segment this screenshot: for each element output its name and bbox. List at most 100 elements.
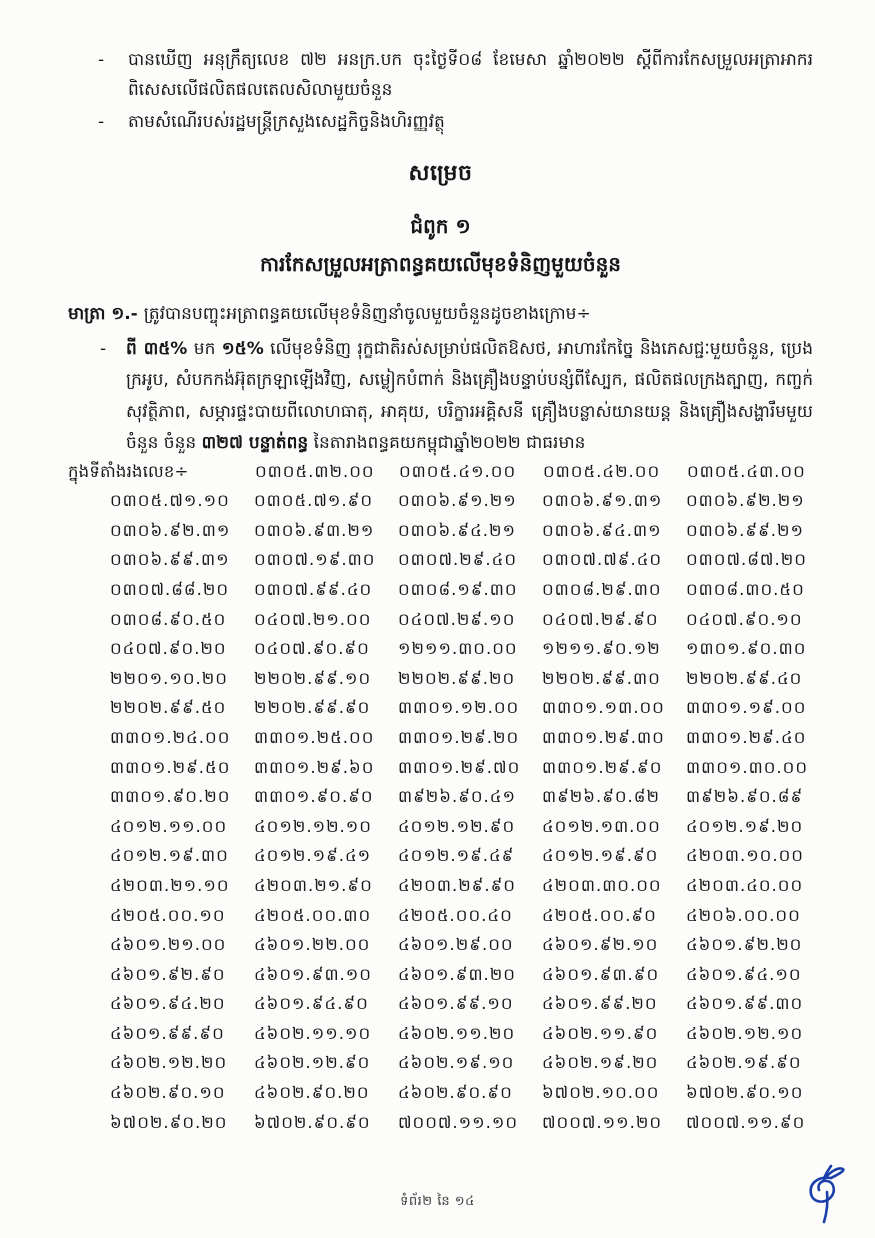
rate-from: ពី ៣៥%	[126, 338, 188, 359]
tariff-row: ០៣០៦.៩៩.៣១ ០៣០៧.១៩.៣០ ០៣០៧.២៩.៤០ ០៣០៧.៧៩.៤០…	[68, 550, 813, 580]
rate-to: ១៥%	[221, 338, 264, 359]
tariff-row: ៤៦០១.៩៩.៩០ ៤៦០២.១១.១០ ៤៦០២.១១.២០ ៤៦០២.១១.៩០…	[68, 1024, 813, 1054]
tariff-row: ២២០១.១០.២០ ២២០២.៩៩.១០ ២២០២.៩៩.២០ ២២០២.៩៩.៣០…	[68, 669, 813, 699]
tariff-code: ៦៧០២.១០.០០	[542, 1083, 660, 1103]
tariff-code: ៤៦០២.១២.២០	[110, 1053, 228, 1073]
tariff-code: ៤៦០១.២៩.០០	[398, 935, 514, 955]
rate-mid: មក	[187, 338, 222, 359]
tariff-code: ០៤០៧.៩០.២០	[110, 639, 227, 659]
goods-list: លើមុខទំនិញ រុក្ខជាតិរស់សម្រាប់ផលិតឱសថ, អ…	[126, 338, 814, 454]
tariff-code: ០៣០៨.៩០.៥០	[110, 609, 227, 629]
tariff-code: ២២០២.៩៩.៤០	[686, 668, 803, 688]
tariff-row: ៤៦០២.៩០.១០ ៤៦០២.៩០.២០ ៤៦០២.៩០.៩០ ៦៧០២.១០.០០…	[68, 1083, 813, 1113]
tariff-code: ២២០២.៩៩.៣០	[542, 668, 661, 688]
tariff-code: ៣៣០១.៣០.០០	[686, 757, 809, 777]
tariff-code: ៣៣០១.២៩.២០	[398, 727, 520, 747]
tariff-code: ០៣០៨.៣០.៥០	[686, 579, 805, 599]
tariff-row: ៦៧០២.៩០.២០ ៦៧០២.៩០.៩០ ៧០០៧.១១.១០ ៧០០៧.១១.២០…	[68, 1113, 813, 1143]
tariff-code: ០៣០៦.៩៤.២១	[398, 520, 516, 540]
tariff-row: ៣៣០១.២៤.០០ ៣៣០១.២៥.០០ ៣៣០១.២៩.២០ ៣៣០១.២៩.៣០…	[68, 728, 813, 758]
tariff-row: ៣៣០១.២៩.៥០ ៣៣០១.២៩.៦០ ៣៣០១.២៩.៧០ ៣៣០១.២៩.៩០…	[68, 758, 813, 788]
page-content: - បានឃើញ អនុក្រឹត្យលេខ ៧២ អនក្រ.បក ចុះថ្…	[68, 50, 813, 1143]
tariff-code: ៤៦០១.៩៤.៩០	[254, 994, 369, 1014]
tariff-code: ០៣០៨.១៩.៣០	[398, 579, 518, 599]
tariff-row: ០៣០៥.៧១.១០ ០៣០៥.៧១.៩០ ០៣០៦.៩១.២១ ០៣០៦.៩១.៣១…	[68, 491, 813, 521]
tariff-code: ៣៣០១.៩០.៩០	[254, 787, 374, 807]
tariff-code: ៣៣០១.១២.០០	[398, 698, 520, 718]
tariff-code: ២២០២.៩៩.៥០	[110, 698, 227, 718]
tariff-row: ៤៦០១.៩៤.២០ ៤៦០១.៩៤.៩០ ៤៦០១.៩៩.១០ ៤៦០១.៩៩.២០…	[68, 994, 813, 1024]
preamble-item: - តាមសំណើរបស់រដ្ឋមន្ត្រីក្រសួងសេដ្ឋកិច្ច…	[98, 108, 813, 138]
tariff-code: ៣៣០១.១៣.០០	[542, 698, 665, 718]
tariff-code: ៤៦០១.៩៩.៣០	[686, 994, 804, 1014]
tariff-row: ៤២០៥.០០.១០ ៤២០៥.០០.៣០ ៤២០៥.០០.៤០ ៤២០៥.០០.៩០…	[68, 906, 813, 936]
preamble-text: តាមសំណើរបស់រដ្ឋមន្ត្រីក្រសួងសេដ្ឋកិច្ចនិ…	[128, 111, 445, 132]
tariff-schedule-ref: នៃតារាងពន្ធគយកម្ពុជាឆ្នាំ២០២២ ជាធរមាន	[308, 433, 586, 454]
article-bullet: - ពី ៣៥% មក ១៥% លើមុខទំនិញ រុក្ខជាតិរស់ស…	[68, 334, 813, 460]
tariff-code: ០៣០៦.៩៩.៣១	[110, 550, 230, 570]
bullet-dash: -	[98, 50, 105, 70]
tariff-code: ៤២០៣.២១.៩០	[254, 875, 373, 895]
tariff-row: ៤០១២.១៩.៣០ ៤០១២.១៩.៤១ ៤០១២.១៩.៤៩ ៤០១២.១៩.៩០…	[68, 846, 813, 876]
tariff-code: ៤០១២.១២.១០	[254, 816, 372, 836]
tariff-code: ៤៦០២.៩០.៩០	[398, 1083, 513, 1103]
tariff-code: ០៣០៦.៩៩.២១	[686, 520, 804, 540]
tariff-row: ៣៣០១.៩០.២០ ៣៣០១.៩០.៩០ ៣៩២៦.៩០.៤១ ៣៩២៦.៩០.៨២…	[68, 787, 813, 817]
tariff-code: ៤២០៣.១០.០០	[686, 846, 804, 866]
tariff-code: ៤២០៦.០០.០០	[686, 905, 801, 925]
tariff-code: ០៣០៧.៨៧.២០	[686, 550, 807, 570]
bullet-dash: -	[98, 111, 105, 132]
tariff-code: ០៣០៧.៩៩.៤០	[254, 579, 373, 599]
tariff-code: ៤០១២.១៣.០០	[542, 816, 661, 836]
tariff-row: ០៣០៧.៨៨.២០ ០៣០៧.៩៩.៤០ ០៣០៨.១៩.៣០ ០៣០៨.២៩.៣០…	[68, 580, 813, 610]
tariff-code: ៤៦០១.៩៤.២០	[110, 994, 226, 1014]
tariff-row: ៤៦០១.២១.០០ ៤៦០១.២២.០០ ៤៦០១.២៩.០០ ៤៦០១.៩២.១០…	[68, 935, 813, 965]
tariff-code: ៤២០៥.០០.១០	[110, 905, 226, 925]
tariff-code: ០៤០៧.២១.០០	[254, 609, 372, 629]
tariff-code: ៤៦០២.១១.២០	[398, 1023, 516, 1043]
tariff-code: ០៤០៧.៩០.៩០	[254, 639, 370, 659]
tariff-code: ០៣០៦.៩៤.៣១	[542, 520, 662, 540]
tariff-code: ០៣០៧.៧៩.៤០	[542, 550, 663, 570]
tariff-row: ០៤០៧.៩០.២០ ០៤០៧.៩០.៩០ ១២១១.៣០.០០ ១២១១.៩០.១២…	[68, 639, 813, 669]
tariff-code: ០៣០៥.៧១.១០	[110, 491, 230, 511]
tariff-code: ៤៦០២.១៩.៩០	[686, 1053, 802, 1073]
tariff-row: ០៣០៨.៩០.៥០ ០៤០៧.២១.០០ ០៤០៧.២៩.១០ ០៤០៧.២៩.៩០…	[68, 610, 813, 640]
tariff-code: ៤០១២.១៩.២០	[686, 816, 804, 836]
tariff-code: ០៤០៧.២៩.១០	[398, 609, 516, 629]
tariff-code: ៤២០៣.៣០.០០	[542, 875, 662, 895]
tariff-code: ៤៦០១.២២.០០	[254, 935, 371, 955]
bullet-dash: -	[100, 338, 107, 359]
tariff-code: ៧០០៧.១១.១០	[398, 1112, 519, 1132]
tariff-row: ៤២០៣.២១.១០ ៤២០៣.២១.៩០ ៤២០៣.២៩.៩០ ៤២០៣.៣០.០០…	[68, 876, 813, 906]
tariff-code: ៤៦០២.១២.១០	[686, 1023, 804, 1043]
tariff-code: ៣៣០១.២៩.៥០	[110, 757, 231, 777]
tariff-code: ៤៦០១.៩២.២០	[686, 935, 803, 955]
tariff-code: ២២០២.៩៩.១០	[254, 668, 372, 688]
tariff-code: ៤៦០២.៩០.២០	[254, 1083, 370, 1103]
tariff-code: ៤២០៣.៤០.០០	[686, 875, 804, 895]
chapter-heading: ជំពូក ១	[410, 214, 471, 239]
tariff-code: ៤៦០១.៩២.៩០	[110, 964, 226, 984]
tariff-code: ៤៦០១.៩៣.៩០	[542, 964, 660, 984]
tariff-code: ០៣០៧.២៩.៤០	[398, 550, 518, 570]
tariff-code: ៤២០៥.០០.៣០	[254, 905, 372, 925]
tariff-code: ៤៦០២.១១.៩០	[542, 1023, 659, 1043]
tariff-code: ២២០១.១០.២០	[110, 668, 228, 688]
tariff-code: ៣៣០១.៩០.២០	[110, 787, 231, 807]
tariff-code: ៤០១២.១៩.៩០	[542, 846, 659, 866]
tariff-code: ០៣០៧.៨៨.២០	[110, 579, 230, 599]
tariff-code: ៤០១២.១៩.៤៩	[398, 846, 515, 866]
tariff-row: ក្នុងទីតាំងរងលេខ÷ ០៣០៥.៣២.០០ ០៣០៥.៤១.០០ ០៣០…	[68, 462, 813, 492]
tariff-code: ៤៦០១.៩៣.២០	[398, 964, 516, 984]
article-lead: មាត្រា ១.- ត្រូវបានបញ្ចុះអត្រាពន្ធគយលើមុខ…	[68, 299, 813, 330]
page-number: ទំព័រ២ នៃ ១៤	[400, 1194, 475, 1209]
tariff-code: ០៣០៦.៩១.៣១	[542, 491, 663, 511]
tariff-code: ៤៦០១.៩៩.១០	[398, 994, 514, 1014]
tariff-row: ៤០១២.១១.០០ ៤០១២.១២.១០ ៤០១២.១២.៩០ ៤០១២.១៣.០០…	[68, 817, 813, 847]
tariff-code: ៤៦០១.២១.០០	[110, 935, 227, 955]
chapter-title: ការកែសម្រួលអត្រាពន្ធគយលើមុខទំនិញមួយចំនួន	[259, 252, 622, 277]
tariff-code: ៤០១២.១៩.៣០	[110, 846, 229, 866]
tariff-code: ៤៦០២.១១.១០	[254, 1023, 372, 1043]
preamble-text: បានឃើញ អនុក្រឹត្យលេខ ៧២ អនក្រ.បក ចុះថ្ងៃ…	[128, 50, 813, 100]
